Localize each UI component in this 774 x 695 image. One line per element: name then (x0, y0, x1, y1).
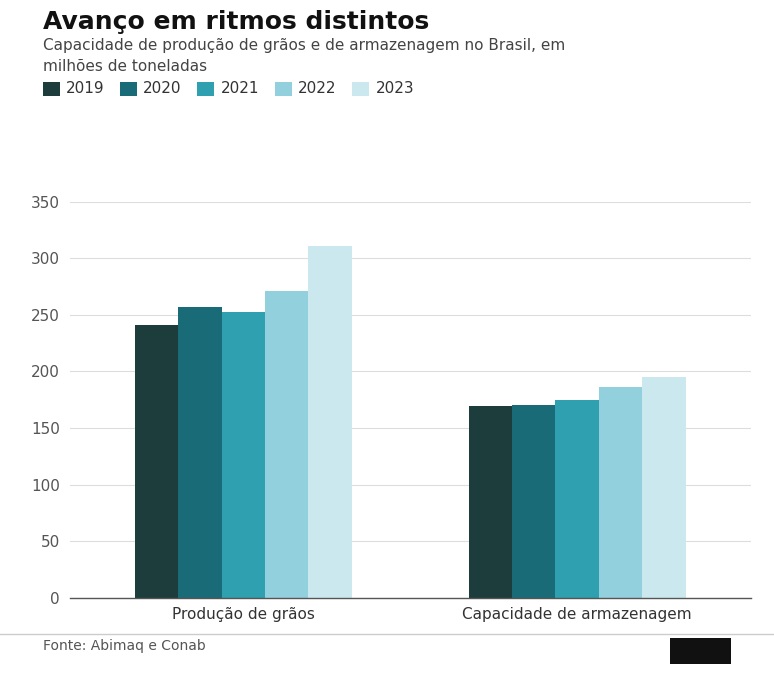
Bar (468, 407, 512, 598)
Text: 2020: 2020 (143, 81, 182, 97)
Bar (135, 325, 178, 598)
Bar (308, 246, 352, 598)
Text: 2022: 2022 (298, 81, 337, 97)
Bar (221, 313, 265, 598)
Text: Avanço em ritmos distintos: Avanço em ritmos distintos (43, 10, 429, 35)
Text: Capacidade de produção de grãos e de armazenagem no Brasil, em
milhões de tonela: Capacidade de produção de grãos e de arm… (43, 38, 565, 74)
Text: Fonte: Abimaq e Conab: Fonte: Abimaq e Conab (43, 639, 205, 653)
Bar (599, 387, 642, 598)
Text: 2023: 2023 (375, 81, 414, 97)
Bar (178, 306, 221, 598)
Bar (642, 377, 686, 598)
Bar (512, 405, 556, 598)
Text: 2019: 2019 (66, 81, 104, 97)
Text: 2021: 2021 (221, 81, 259, 97)
Bar (265, 291, 308, 598)
Bar (556, 400, 599, 598)
Text: BBC: BBC (683, 644, 717, 659)
